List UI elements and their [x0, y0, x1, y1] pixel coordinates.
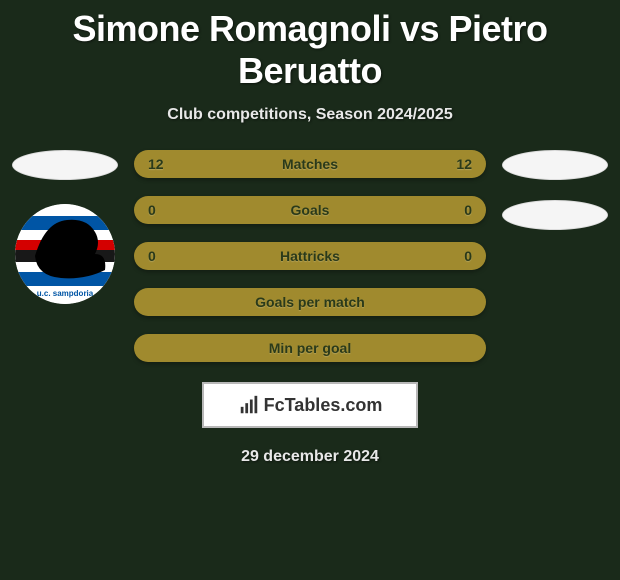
- club-left-logo: u.c. sampdoria: [15, 204, 115, 304]
- stat-value-right: 12: [456, 156, 472, 172]
- svg-text:u.c. sampdoria: u.c. sampdoria: [37, 289, 94, 298]
- stat-label: Matches: [134, 156, 486, 172]
- stat-label: Goals per match: [134, 294, 486, 310]
- stat-bar-goals: 0Goals0: [134, 196, 486, 224]
- stat-value-right: 0: [464, 248, 472, 264]
- stat-value-left: 12: [148, 156, 164, 172]
- brand-watermark: FcTables.com: [202, 382, 418, 428]
- player-left-avatar-placeholder: [12, 150, 118, 180]
- stat-bars: 12Matches120Goals00Hattricks0Goals per m…: [134, 150, 486, 362]
- stat-bar-matches: 12Matches12: [134, 150, 486, 178]
- stat-label: Hattricks: [134, 248, 486, 264]
- subtitle: Club competitions, Season 2024/2025: [0, 106, 620, 124]
- stat-bar-goals-per-match: Goals per match: [134, 288, 486, 316]
- left-player-col: u.c. sampdoria: [10, 150, 120, 304]
- stat-value-left: 0: [148, 248, 156, 264]
- comparison-row: u.c. sampdoria 12Matches120Goals00Hattri…: [0, 150, 620, 362]
- page-title: Simone Romagnoli vs Pietro Beruatto: [0, 0, 620, 92]
- bar-chart-icon: [238, 394, 260, 416]
- stat-label: Min per goal: [134, 340, 486, 356]
- stat-bar-hattricks: 0Hattricks0: [134, 242, 486, 270]
- stat-bar-min-per-goal: Min per goal: [134, 334, 486, 362]
- player-right-avatar-placeholder: [502, 150, 608, 180]
- brand-text: FcTables.com: [264, 395, 383, 416]
- right-player-col: [500, 150, 610, 230]
- date-line: 29 december 2024: [0, 448, 620, 466]
- stat-value-right: 0: [464, 202, 472, 218]
- club-right-logo-placeholder: [502, 200, 608, 230]
- sampdoria-crest-icon: u.c. sampdoria: [15, 204, 115, 304]
- stat-value-left: 0: [148, 202, 156, 218]
- stat-label: Goals: [134, 202, 486, 218]
